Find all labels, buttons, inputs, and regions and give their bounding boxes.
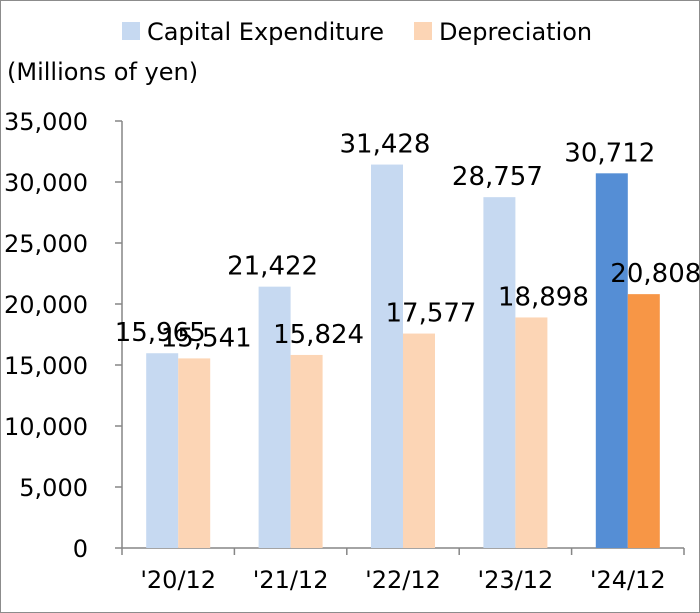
category-label: '22/12 xyxy=(365,566,441,594)
legend-label-capital-expenditure: Capital Expenditure xyxy=(147,18,384,46)
bars xyxy=(146,164,660,548)
legend-swatch-depreciation xyxy=(414,22,432,40)
value-label-depreciation: 15,824 xyxy=(273,320,364,350)
bar-depreciation xyxy=(178,358,211,548)
bar-depreciation xyxy=(515,317,548,548)
bar-capital-expenditure xyxy=(146,353,179,548)
legend-label-depreciation: Depreciation xyxy=(439,18,592,46)
value-label-capital-expenditure: 30,712 xyxy=(564,138,655,168)
category-label: '21/12 xyxy=(253,566,329,594)
value-label-capital-expenditure: 21,422 xyxy=(227,252,318,282)
y-tick-label: 5,000 xyxy=(19,474,88,502)
bar-depreciation xyxy=(403,333,435,548)
y-tick-label: 15,000 xyxy=(4,352,88,380)
bar-depreciation xyxy=(290,354,323,548)
y-axis-ticks: 0 5,000 10,000 15,000 20,000 25,000 30,000 35,0… xyxy=(4,108,122,563)
category-labels: '20/12 '21/12 '22/12 '23/12 '24/12 xyxy=(140,566,665,594)
y-tick-label: 0 xyxy=(73,535,88,563)
unit-label: (Millions of yen) xyxy=(7,58,198,86)
bar-capital-expenditure xyxy=(371,164,403,548)
bar-capital-expenditure xyxy=(483,197,516,548)
y-tick-label: 20,000 xyxy=(4,291,88,319)
value-label-capital-expenditure: 31,428 xyxy=(340,130,431,160)
y-tick-label: 35,000 xyxy=(4,108,88,136)
bar-capital-expenditure xyxy=(258,286,291,548)
category-label: '24/12 xyxy=(590,566,666,594)
bar-capital-expenditure xyxy=(595,173,628,548)
value-label-depreciation: 17,577 xyxy=(386,299,477,329)
value-label-depreciation: 15,541 xyxy=(161,323,252,353)
legend: Capital Expenditure Depreciation xyxy=(122,18,592,46)
value-label-capital-expenditure: 15,965 xyxy=(115,318,206,348)
value-label-depreciation: 20,808 xyxy=(610,259,700,289)
category-label: '20/12 xyxy=(140,566,216,594)
y-tick-label: 25,000 xyxy=(4,230,88,258)
value-label-depreciation: 18,898 xyxy=(498,282,589,312)
category-label: '23/12 xyxy=(478,566,554,594)
legend-swatch-capital-expenditure xyxy=(122,22,140,40)
x-axis-ticks xyxy=(121,548,685,555)
y-tick-label: 30,000 xyxy=(4,169,88,197)
y-tick-label: 10,000 xyxy=(4,413,88,441)
value-label-capital-expenditure: 28,757 xyxy=(452,162,543,192)
bar-depreciation xyxy=(627,294,660,548)
